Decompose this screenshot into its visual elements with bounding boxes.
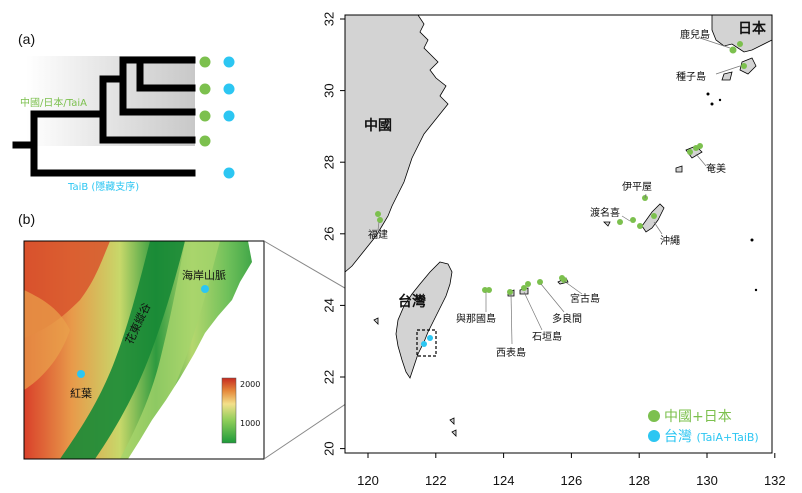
label-ishigaki: 石垣島 xyxy=(532,330,562,343)
sample-points-blue xyxy=(421,335,433,347)
tip-dot-blue xyxy=(223,110,235,122)
label-amami: 奄美 xyxy=(706,162,726,175)
china-land xyxy=(344,14,449,273)
panel-a-label: (a) xyxy=(18,31,35,47)
y-tick-label: 26 xyxy=(321,227,336,241)
y-tick-label: 20 xyxy=(321,441,336,455)
sample-points-green xyxy=(375,41,747,295)
small-islets xyxy=(706,92,758,292)
leader-lines xyxy=(377,37,741,345)
elevation-frame xyxy=(23,240,265,460)
x-tick-label: 124 xyxy=(493,473,515,488)
panel-b-label: (b) xyxy=(18,211,35,227)
x-tick-label: 126 xyxy=(561,473,583,488)
y-tick-label: 28 xyxy=(321,155,336,169)
label-tanegashima: 種子島 xyxy=(676,70,706,83)
label-fujian: 福建 xyxy=(368,228,388,241)
tip-dot-blue xyxy=(223,167,235,179)
legend-label-green: 中國+日本 xyxy=(664,409,732,425)
legend-dot-green xyxy=(648,410,660,422)
zoom-box xyxy=(416,329,437,357)
label-iheya: 伊平屋 xyxy=(622,181,652,193)
label-okinawa: 沖繩 xyxy=(660,234,680,247)
y-tick-label: 22 xyxy=(321,370,336,384)
x-tick-label: 132 xyxy=(764,473,786,488)
x-axis: 120 122 124 126 128 130 132 xyxy=(357,453,786,488)
label-kagoshima: 鹿兒島 xyxy=(680,28,710,41)
tip-dot-blue xyxy=(223,83,235,95)
y-tick-label: 30 xyxy=(321,83,336,97)
label-yonaguni: 與那國島 xyxy=(456,312,496,325)
site-dot-mountain xyxy=(201,285,209,293)
elevation-scale xyxy=(221,377,237,444)
legend-dot-blue xyxy=(648,430,660,442)
tip-dot-green xyxy=(199,135,211,147)
label-iriomote: 西表島 xyxy=(496,346,526,359)
label-tarama: 多良間 xyxy=(552,312,582,325)
legend-label-blue: 台灣 (TaiA+TaiB) xyxy=(664,429,759,445)
label-japan: 日本 xyxy=(738,20,767,37)
site-label: 紅葉 xyxy=(70,386,92,400)
y-axis: 32 30 28 26 24 22 20 xyxy=(321,12,345,456)
phylogeny-tree xyxy=(12,56,196,177)
scale-tick-low: 1000 xyxy=(240,419,260,428)
label-tonaki: 渡名喜 xyxy=(590,206,620,219)
x-tick-label: 120 xyxy=(357,473,379,488)
clade-shading xyxy=(26,56,195,146)
x-tick-label: 122 xyxy=(425,473,447,488)
tip-dot-green xyxy=(199,110,211,122)
site-dot-hongye xyxy=(77,370,85,378)
x-tick-label: 130 xyxy=(696,473,718,488)
y-tick-label: 24 xyxy=(321,298,336,312)
tip-dot-green xyxy=(199,83,211,95)
x-tick-label: 128 xyxy=(628,473,650,488)
label-taiwan: 台灣 xyxy=(398,293,426,310)
label-china: 中國 xyxy=(364,117,392,134)
mountain-label: 海岸山脈 xyxy=(182,268,226,282)
tip-dot-green xyxy=(199,56,211,68)
main-map: 中國 日本 台灣 鹿兒島 種子島 奄美 伊平屋 渡名喜 沖繩 福建 與那國島 西… xyxy=(344,14,773,454)
tip-dot-blue xyxy=(223,56,235,68)
scale-tick-high: 2000 xyxy=(240,380,260,389)
label-miyako: 宮古島 xyxy=(570,292,600,305)
outgroup-label: TaiB (隱藏支序) xyxy=(67,180,139,193)
tip-dots xyxy=(199,56,235,179)
taiwan-land xyxy=(395,261,453,379)
y-tick-label: 32 xyxy=(321,12,336,26)
clade-label: 中國/日本/TaiA xyxy=(20,96,87,109)
